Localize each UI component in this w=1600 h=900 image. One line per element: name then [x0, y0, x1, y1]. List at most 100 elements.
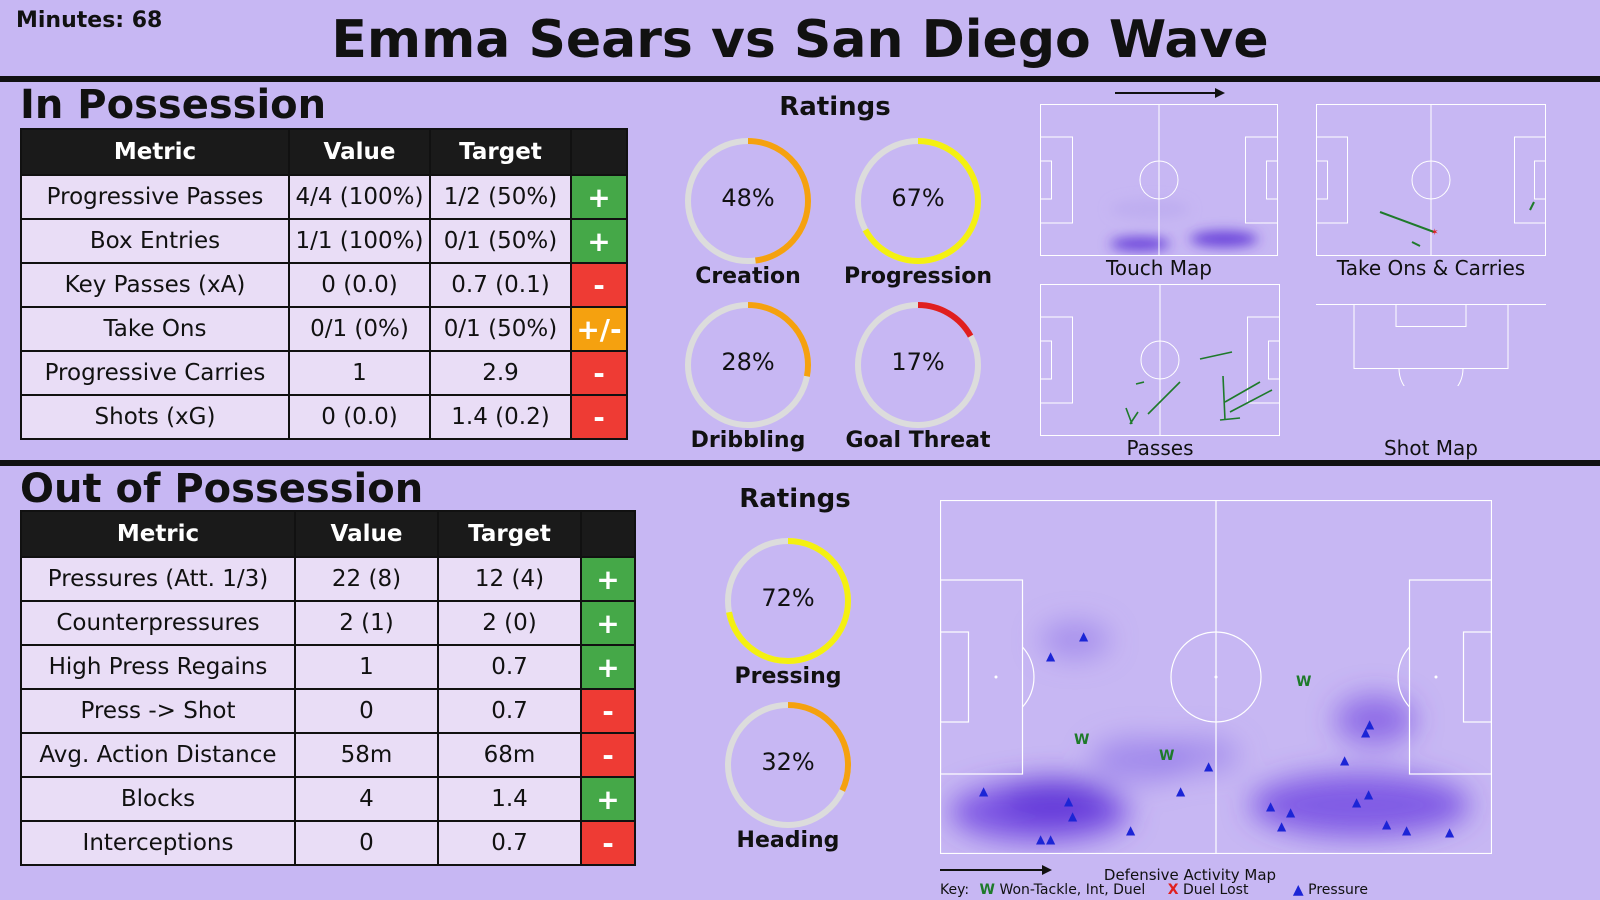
performance-mark: + — [580, 776, 636, 822]
key-won-text: Won-Tackle, Int, Duel — [999, 882, 1146, 898]
table-row: Pressures (Att. 1/3) 22 (8) 12 (4) + — [20, 556, 636, 602]
pitch-spots — [994, 675, 1438, 679]
metric-name: Take Ons — [20, 306, 290, 352]
metric-target: 1/2 (50%) — [429, 174, 572, 220]
metric-name: Shots (xG) — [20, 394, 290, 440]
defensive-activity-map: ▲ ▲ ▲ ▲ ▲ ▲ ▲ ▲ ▲ ▲ ▲ ▲ ▲ ▲ ▲ ▲ ▲ ▲ ▲ ▲ … — [940, 500, 1492, 854]
gauge-label-pressing: Pressing — [734, 664, 842, 689]
won-markers: W W W — [1074, 674, 1311, 764]
metric-name: Box Entries — [20, 218, 290, 264]
column-header-mark — [570, 128, 628, 176]
gauge-ring — [725, 702, 851, 828]
metric-value: 0 — [294, 820, 439, 866]
take-on-lost-icon: ✶ — [1431, 228, 1439, 238]
out-of-possession-title: Out of Possession — [20, 466, 424, 512]
gauge-value: 48% — [721, 184, 775, 212]
metric-name: Progressive Carries — [20, 350, 290, 396]
metric-value: 58m — [294, 732, 439, 778]
won-icon: W — [1159, 748, 1174, 764]
metric-target: 2 (0) — [437, 600, 582, 646]
gauge-ring — [725, 538, 851, 664]
performance-mark: + — [580, 644, 636, 690]
in-possession-table: Metric Value Target Progressive Passes 4… — [20, 128, 628, 440]
pressure-icon: ▲ — [1204, 759, 1214, 773]
metric-name: Counterpressures — [20, 600, 296, 646]
column-header-target: Target — [429, 128, 572, 176]
pitch-lines — [940, 500, 1492, 854]
metric-value: 1/1 (100%) — [288, 218, 431, 264]
touch-map — [1040, 104, 1278, 256]
pressure-icon: ▲ — [1068, 809, 1078, 823]
minutes-played: Minutes: 68 — [16, 8, 163, 33]
performance-mark: + — [580, 556, 636, 602]
metric-value: 22 (8) — [294, 556, 439, 602]
pressure-icon: ▲ — [1445, 825, 1455, 839]
pressure-icon: ▲ — [1277, 819, 1287, 833]
column-header-mark — [580, 510, 636, 558]
table-header-row: Metric Value Target — [20, 510, 636, 558]
gauge-label-goal-threat: Goal Threat — [845, 428, 991, 453]
gauge-dribbling: 28% — [683, 300, 813, 434]
pressure-icon: ▲ — [1364, 787, 1374, 801]
pressure-icon: ▲ — [1046, 649, 1056, 663]
out-of-possession-ratings-title: Ratings — [739, 484, 851, 514]
metric-value: 1 — [294, 644, 439, 690]
out-of-possession-table: Metric Value Target Pressures (Att. 1/3)… — [20, 510, 636, 866]
performance-mark: - — [580, 820, 636, 866]
metric-name: Press -> Shot — [20, 688, 296, 734]
column-header-metric: Metric — [20, 510, 296, 558]
column-header-metric: Metric — [20, 128, 290, 176]
gauge-ring — [685, 138, 811, 264]
carry-line — [1411, 241, 1421, 247]
performance-mark: + — [580, 600, 636, 646]
column-header-value: Value — [294, 510, 439, 558]
shot-map-label: Shot Map — [1383, 436, 1478, 460]
gauge-value: 17% — [891, 348, 945, 376]
metric-value: 1 — [288, 350, 431, 396]
pressure-icon: ▲ — [1036, 832, 1046, 846]
gauge-value: 28% — [721, 348, 775, 376]
pressure-icon: ▲ — [1126, 823, 1136, 837]
pressure-icon: ▲ — [1340, 753, 1350, 767]
performance-mark: + — [570, 218, 628, 264]
pressure-icon: ▲ — [1292, 882, 1304, 898]
header-divider — [0, 76, 1600, 82]
table-row: Avg. Action Distance 58m 68m - — [20, 732, 636, 778]
map-key: Key: W Won-Tackle, Int, Duel X Duel Lost… — [940, 882, 1368, 898]
carry-line — [1529, 201, 1535, 211]
page-title: Emma Sears vs San Diego Wave — [331, 10, 1269, 70]
pressure-icon: ▲ — [1382, 817, 1392, 831]
defensive-density — [950, 622, 1470, 842]
take-ons-carries-map: ✶ — [1316, 104, 1546, 256]
carry-line — [1379, 211, 1435, 233]
key-pressure-text: Pressure — [1308, 882, 1368, 898]
metric-target: 2.9 — [429, 350, 572, 396]
won-icon: W — [1074, 732, 1089, 748]
pressure-icon: ▲ — [979, 784, 989, 798]
pressure-icon: ▲ — [1266, 799, 1276, 813]
metric-name: Avg. Action Distance — [20, 732, 296, 778]
performance-mark: - — [570, 394, 628, 440]
performance-mark: - — [580, 688, 636, 734]
shot-map — [1316, 304, 1546, 386]
performance-mark: - — [580, 732, 636, 778]
performance-mark: - — [570, 262, 628, 308]
take-ons-map-label: Take Ons & Carries — [1336, 256, 1526, 280]
metric-value: 4/4 (100%) — [288, 174, 431, 220]
pitch-lines — [1040, 284, 1280, 436]
table-row: Progressive Carries 1 2.9 - — [20, 350, 628, 396]
gauge-value: 72% — [761, 584, 815, 612]
pass-lines — [1125, 351, 1273, 425]
metric-name: Key Passes (xA) — [20, 262, 290, 308]
gauge-ring — [855, 302, 981, 428]
gauge-heading: 32% — [723, 700, 853, 834]
metric-name: Interceptions — [20, 820, 296, 866]
gauge-label-creation: Creation — [695, 264, 801, 289]
metric-target: 0/1 (50%) — [429, 218, 572, 264]
metric-value: 0 — [294, 688, 439, 734]
metric-value: 0 (0.0) — [288, 262, 431, 308]
metric-target: 0.7 — [437, 820, 582, 866]
key-lost-symbol: X — [1167, 882, 1179, 898]
gauge-label-progression: Progression — [843, 264, 993, 289]
table-row: Take Ons 0/1 (0%) 0/1 (50%) +/- — [20, 306, 628, 352]
